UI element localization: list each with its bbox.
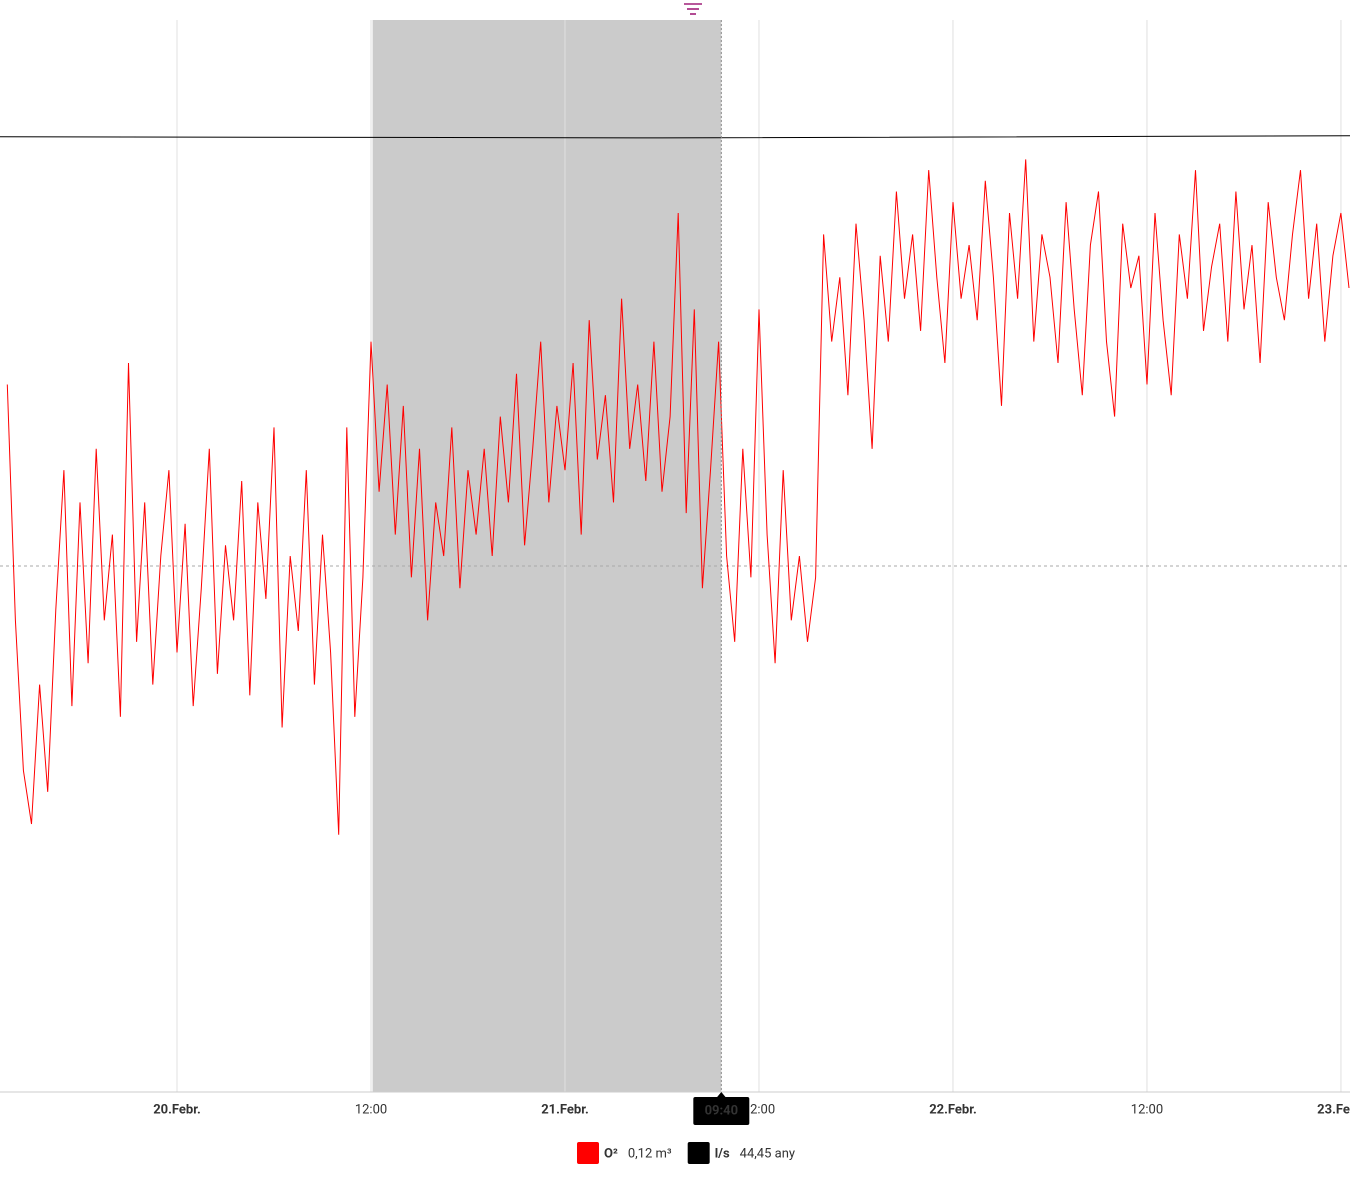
x-tick-label: 23.Febr. xyxy=(1317,1102,1350,1117)
legend-swatch xyxy=(687,1142,710,1164)
x-tick-label: 12:00 xyxy=(355,1102,387,1117)
legend-swatch xyxy=(577,1142,599,1164)
filter-icon[interactable] xyxy=(684,3,702,15)
x-tick-label: 12:00 xyxy=(1131,1102,1163,1117)
cursor-label: 09:40 xyxy=(705,1103,739,1118)
legend-value: 44,45 any xyxy=(740,1146,795,1161)
x-tick-label: 12:00 xyxy=(743,1102,775,1117)
cursor-label-bg xyxy=(693,1097,750,1125)
highlight-band xyxy=(372,20,722,1092)
legend-name: l/s xyxy=(715,1146,730,1161)
legend-value: 0,12 m³ xyxy=(628,1146,672,1161)
legend-name: O² xyxy=(604,1146,618,1161)
series-line xyxy=(0,135,1350,139)
x-tick-label: 20.Febr. xyxy=(153,1102,201,1117)
legend: O² 0,12 m³ l/s 44,45 any xyxy=(577,1142,795,1164)
x-tick-label: 21.Febr. xyxy=(541,1102,589,1117)
x-tick-label: 22.Febr. xyxy=(929,1102,977,1117)
cursor-pointer xyxy=(716,1092,727,1098)
series-line xyxy=(6,159,1350,835)
